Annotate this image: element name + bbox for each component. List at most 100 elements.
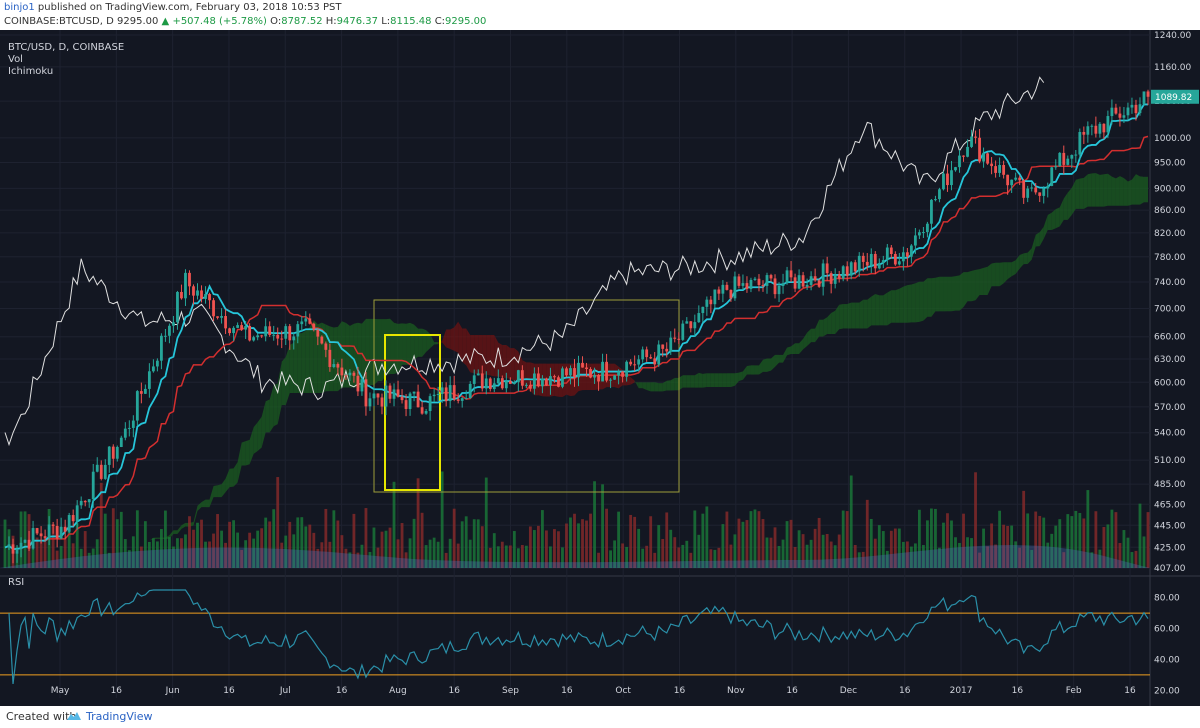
candle-body: [609, 379, 612, 381]
volume-bar: [500, 541, 504, 568]
candle-body: [781, 283, 785, 286]
chart-area[interactable]: 1240.001160.001080.001000.00950.00900.00…: [0, 30, 1200, 706]
tradingview-brand[interactable]: TradingView: [86, 710, 153, 723]
volume-bar: [39, 542, 43, 568]
candle-body: [404, 400, 408, 409]
volume-bar: [861, 551, 865, 568]
volume-bar: [962, 513, 965, 568]
ichimoku-cloud-segment: [1087, 173, 1092, 207]
volume-bar: [613, 540, 617, 568]
candle-body: [885, 247, 889, 261]
ichimoku-cloud-segment: [758, 359, 763, 375]
volume-bar: [35, 537, 39, 568]
volume-bar: [212, 533, 215, 568]
volume-bar: [573, 513, 576, 568]
ichimoku-cloud-segment: [506, 344, 511, 380]
ichimoku-cloud-segment: [1043, 214, 1048, 239]
ichimoku-cloud-segment: [694, 372, 699, 388]
volume-bar: [444, 552, 448, 568]
volume-bar: [103, 513, 107, 568]
ichimoku-cloud-segment: [273, 383, 278, 427]
volume-bar: [336, 520, 340, 568]
ichimoku-cloud-segment: [714, 373, 719, 388]
volume-bar: [761, 519, 765, 568]
volume-bar: [404, 552, 408, 568]
volume-bar: [1146, 512, 1150, 568]
volume-bar: [400, 523, 404, 568]
candle-body: [689, 321, 693, 329]
candle-body: [476, 373, 480, 376]
volume-bar: [577, 523, 580, 568]
ichimoku-cloud-segment: [289, 342, 294, 393]
time-tick-label: 16: [786, 686, 798, 696]
volume-bar: [216, 514, 219, 568]
last-price-badge: [1151, 89, 1199, 104]
candle-body: [1138, 104, 1142, 114]
candle-body: [200, 290, 203, 299]
volume-bar: [280, 542, 284, 568]
chart-canvas[interactable]: 1240.001160.001080.001000.00950.00900.00…: [0, 30, 1200, 706]
ichimoku-cloud-segment: [261, 401, 266, 448]
volume-bar: [484, 477, 488, 568]
candle-body: [693, 322, 697, 329]
candle-body: [480, 373, 484, 389]
volume-bar: [192, 529, 195, 568]
ichimoku-cloud-segment: [883, 292, 888, 326]
volume-bar: [621, 543, 625, 568]
volume-bar: [143, 521, 147, 568]
candle-body: [516, 370, 520, 383]
volume-bar: [127, 550, 131, 568]
ichimoku-cloud-segment: [1103, 173, 1108, 207]
candle-body: [228, 328, 231, 334]
ichimoku-cloud-segment: [742, 366, 747, 380]
candle-body: [119, 437, 123, 447]
volume-bar: [236, 532, 240, 568]
volume-bar: [107, 552, 111, 568]
price-tick-label: 820.00: [1154, 229, 1186, 239]
volume-bar: [930, 508, 933, 568]
ichimoku-cloud-segment: [947, 276, 952, 312]
ichimoku-cloud-segment: [738, 371, 743, 382]
candle-body: [1046, 185, 1050, 189]
candle-body: [272, 334, 276, 336]
volume-bar: [877, 525, 881, 568]
candle-body: [396, 389, 400, 397]
ichimoku-cloud-segment: [831, 310, 836, 334]
candle-body: [95, 464, 99, 472]
volume-bar: [673, 537, 677, 568]
candle-body: [504, 381, 508, 389]
volume-bar: [440, 471, 444, 568]
volume-bar: [1074, 510, 1078, 568]
volume-bar: [1050, 533, 1054, 568]
volume-bar: [252, 538, 256, 568]
rsi-tick-label: 40.00: [1154, 655, 1180, 665]
candle-body: [1022, 180, 1026, 198]
volume-bar: [456, 543, 460, 568]
rsi-line: [8, 589, 1149, 685]
volume-bar: [151, 538, 155, 568]
ichimoku-cloud-segment: [209, 485, 214, 508]
volume-bar: [1122, 530, 1126, 568]
candle-body: [889, 247, 893, 254]
candle-body: [938, 189, 941, 200]
ichimoku-cloud-segment: [811, 328, 816, 343]
candle-body: [31, 528, 35, 549]
author-link[interactable]: binjo1: [4, 2, 35, 13]
volume-bar: [733, 534, 737, 568]
volume-bar: [645, 545, 649, 568]
candle-body: [821, 263, 825, 287]
volume-bar: [464, 516, 468, 568]
ichimoku-cloud-segment: [775, 354, 780, 367]
volume-bar: [729, 544, 733, 568]
ichimoku-cloud-segment: [915, 281, 920, 323]
volume-bar: [990, 523, 993, 568]
candle-body: [1014, 177, 1018, 180]
candle-body: [905, 252, 909, 257]
candle-body: [773, 278, 777, 295]
volume-bar: [1114, 512, 1118, 568]
volume-bar: [376, 547, 380, 568]
candle-body: [284, 326, 288, 339]
volume-bar: [926, 520, 929, 568]
candle-body: [681, 323, 685, 340]
candle-body: [601, 361, 604, 382]
